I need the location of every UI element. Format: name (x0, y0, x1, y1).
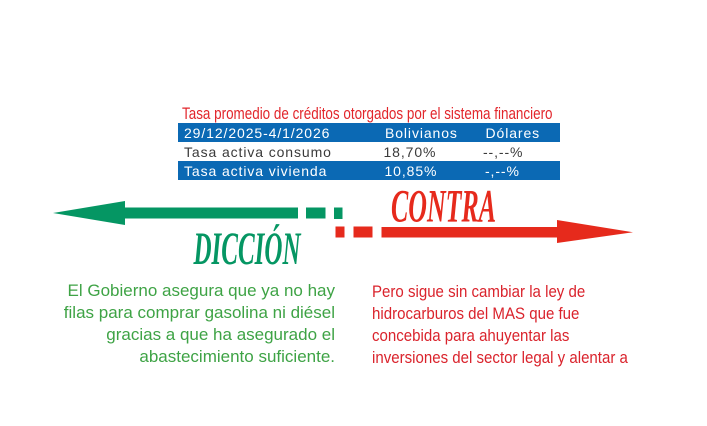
svg-text:CONTRA: CONTRA (391, 185, 496, 233)
svg-text:DICCIÓN: DICCIÓN (193, 223, 302, 275)
